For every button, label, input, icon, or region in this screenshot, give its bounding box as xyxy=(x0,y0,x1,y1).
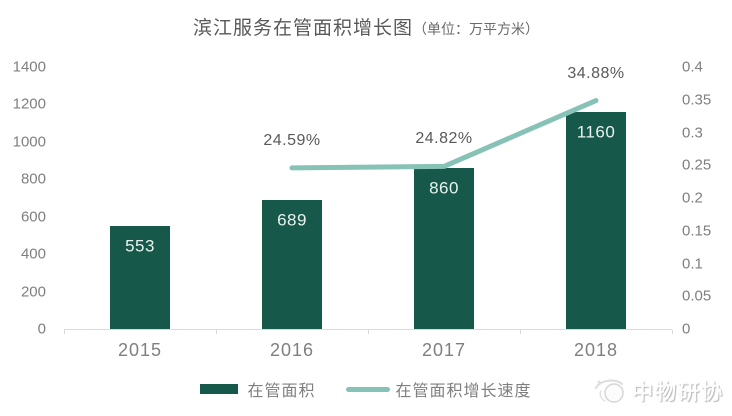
legend-label: 在管面积增长速度 xyxy=(395,383,532,400)
legend-label: 在管面积 xyxy=(247,383,316,400)
growth-rate-label: 34.88% xyxy=(567,64,625,82)
right-axis-tick-label: 0.05 xyxy=(682,287,712,305)
legend-item-1: 在管面积增长速度 xyxy=(345,377,532,401)
bar-value-label: 553 xyxy=(125,236,155,255)
globe-logo-icon xyxy=(595,379,624,403)
bar-value-label: 1160 xyxy=(576,122,616,142)
right-axis-tick-label: 0.4 xyxy=(682,58,703,76)
left-axis-tick-label: 0 xyxy=(37,320,46,338)
x-axis-tick xyxy=(520,330,521,334)
legend-swatch-bar xyxy=(200,384,239,394)
x-axis-tick xyxy=(672,330,673,334)
left-axis-tick-label: 200 xyxy=(20,283,46,301)
right-axis-tick-label: 0.15 xyxy=(682,222,712,240)
growth-rate-label: 24.59% xyxy=(263,131,321,149)
chart-title-main: 滨江服务在管面积增长图 xyxy=(192,18,413,39)
x-axis-tick xyxy=(368,330,369,334)
right-axis-tick-label: 0.1 xyxy=(682,255,703,272)
growth-rate-label: 24.82% xyxy=(415,130,473,148)
category-label-2017: 2017 xyxy=(421,340,467,360)
legend-swatch-line xyxy=(345,386,390,392)
x-axis-tick xyxy=(216,330,217,334)
left-axis-tick-label: 1200 xyxy=(12,95,46,113)
watermark-text: 中物研协 xyxy=(632,381,724,404)
chart-title-unit: （单位：万平方米） xyxy=(413,21,539,37)
category-label-2016: 2016 xyxy=(269,340,315,360)
bar-2016 xyxy=(262,200,322,329)
watermark: 中物研协 xyxy=(592,374,724,408)
category-label-2018: 2018 xyxy=(573,340,619,360)
bar-value-label: 689 xyxy=(277,210,307,230)
category-label-2015: 2015 xyxy=(117,340,163,360)
bar-value-label: 860 xyxy=(429,178,459,198)
left-axis-tick-label: 1000 xyxy=(12,133,46,151)
left-axis-tick-label: 600 xyxy=(20,208,46,226)
bar-2015 xyxy=(110,225,170,329)
right-axis-tick-label: 0 xyxy=(682,320,691,338)
bar-2018 xyxy=(566,111,626,329)
left-axis-tick-label: 800 xyxy=(20,170,46,188)
right-axis-tick-label: 0.2 xyxy=(682,189,703,207)
legend-item-0: 在管面积 xyxy=(200,377,315,401)
right-axis-tick-label: 0.3 xyxy=(682,124,703,141)
legend: 在管面积 在管面积增长速度 xyxy=(0,377,732,401)
x-axis-tick xyxy=(64,330,65,334)
x-axis-line xyxy=(64,329,672,330)
left-axis-tick-label: 400 xyxy=(20,245,46,263)
chart-title: 滨江服务在管面积增长图（单位：万平方米） xyxy=(0,13,732,40)
left-axis-tick-label: 1400 xyxy=(12,58,46,76)
bar-2017 xyxy=(414,168,474,329)
right-axis-tick-label: 0.25 xyxy=(682,156,712,174)
right-axis-tick-label: 0.35 xyxy=(682,91,712,109)
